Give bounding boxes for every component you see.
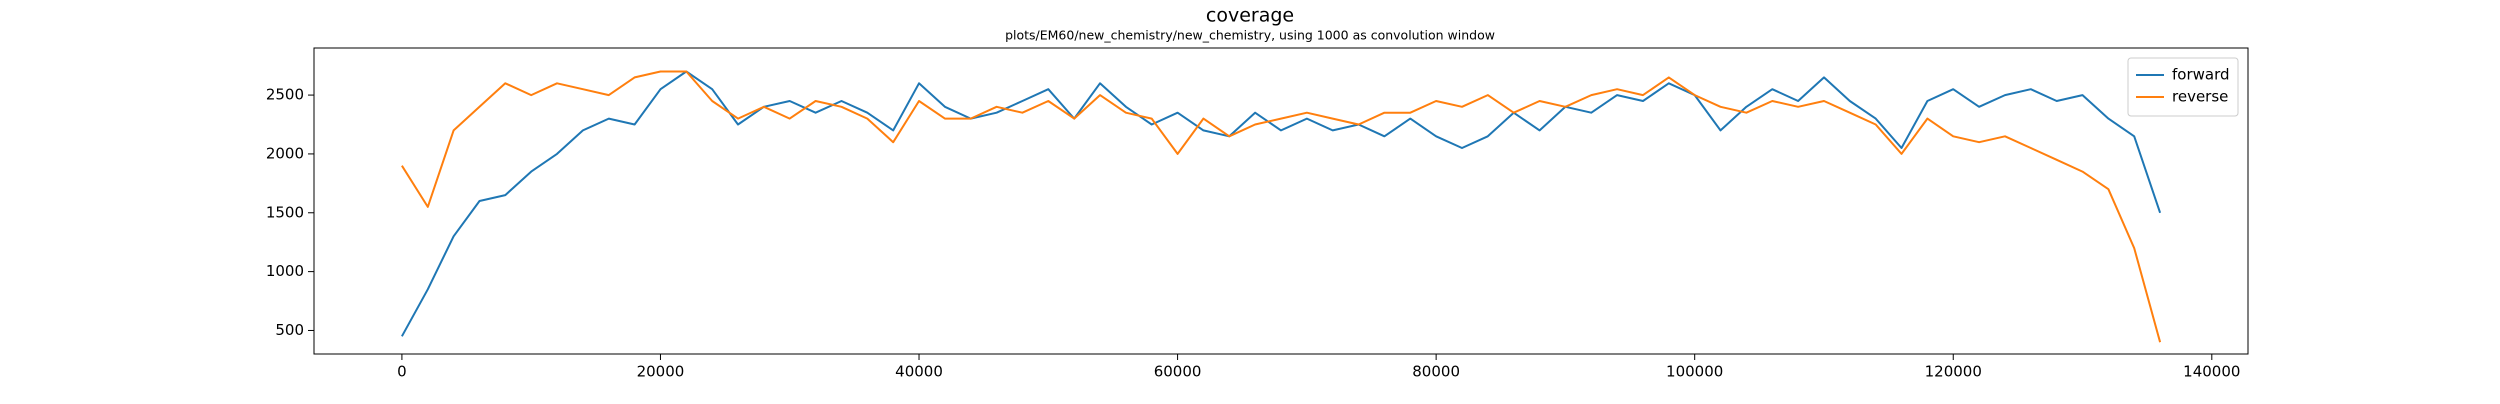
plot-frame	[313, 47, 2249, 355]
legend-label: reverse	[2172, 88, 2228, 106]
x-tick-label: 120000	[1925, 363, 1982, 381]
x-tick-label: 140000	[2183, 363, 2240, 381]
chart-subtitle: plots/EM60/new_chemistry/new_chemistry, …	[1005, 28, 1495, 43]
y-tick-label: 1000	[266, 262, 304, 280]
line-series	[401, 70, 2162, 343]
y-tick-label: 2500	[266, 86, 304, 104]
x-tick-label: 20000	[637, 363, 685, 381]
x-tick-label: 40000	[895, 363, 943, 381]
legend-label: forward	[2172, 66, 2230, 84]
y-tick-label: 2000	[266, 144, 304, 162]
x-tick-label: 60000	[1154, 363, 1202, 381]
line-series	[401, 70, 2162, 337]
x-tick-label: 80000	[1412, 363, 1460, 381]
y-tick-label: 500	[275, 321, 304, 339]
x-tick-label: 100000	[1666, 363, 1723, 381]
y-tick-label: 1500	[266, 203, 304, 221]
legend-box	[2127, 57, 2239, 117]
chart-title: coverage	[1206, 5, 1294, 27]
x-tick-label: 0	[397, 363, 407, 381]
